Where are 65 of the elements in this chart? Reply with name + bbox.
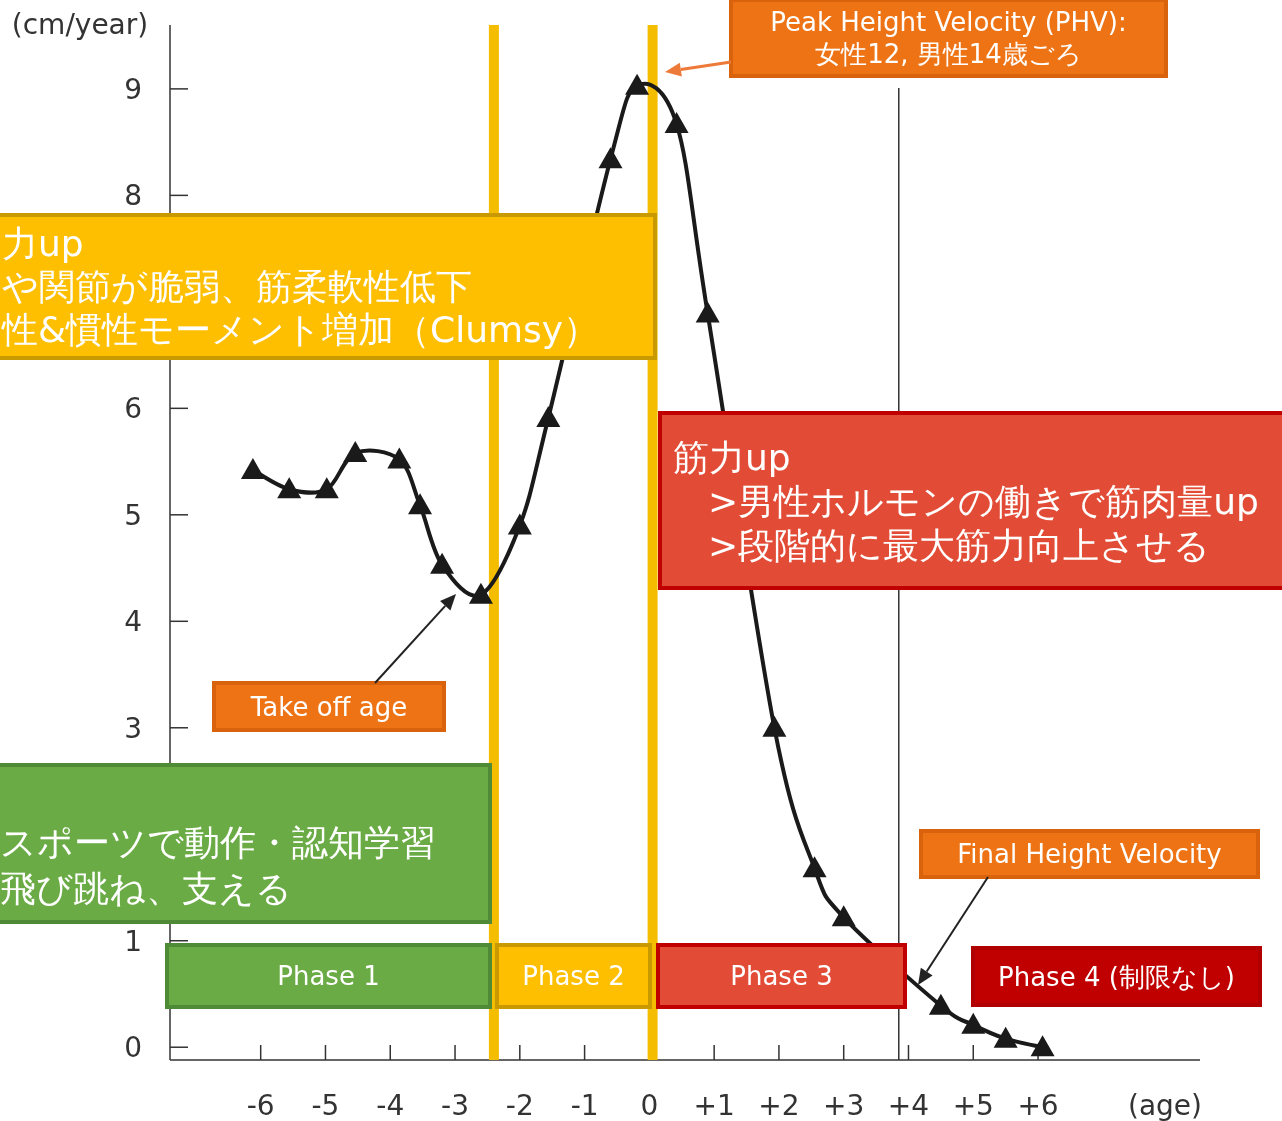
point bbox=[598, 147, 623, 169]
x-tick-label: 0 bbox=[640, 1089, 659, 1121]
x-tick-label: -2 bbox=[505, 1089, 534, 1121]
x-tick-label: +3 bbox=[823, 1089, 865, 1121]
point bbox=[387, 447, 412, 469]
y-tick-label: 0 bbox=[124, 1031, 142, 1065]
point bbox=[408, 493, 433, 515]
y-axis-title: (cm/year) bbox=[11, 8, 149, 41]
annotation: Phase 4 (制限なし) bbox=[971, 946, 1262, 1007]
x-tick-label: +5 bbox=[952, 1089, 994, 1121]
point bbox=[343, 441, 368, 463]
annotation: Phase 2 bbox=[495, 943, 652, 1009]
point bbox=[928, 993, 953, 1015]
x-tick-label: -3 bbox=[441, 1089, 469, 1121]
annotation: >段階的に最大筋力向上させる bbox=[708, 525, 1211, 566]
x-tick-label: -5 bbox=[311, 1089, 340, 1121]
x-tick-label: +4 bbox=[887, 1089, 930, 1121]
point bbox=[961, 1012, 986, 1034]
y-tick-label: 9 bbox=[124, 72, 142, 106]
annotation: Peak Height Velocity (PHV): 女性12, 男性14歳ごろ bbox=[770, 7, 1127, 70]
point bbox=[277, 477, 302, 499]
point bbox=[695, 301, 720, 323]
annotation: Phase 2 bbox=[522, 961, 625, 992]
annotation: >男性ホルモンの働きで筋肉量up bbox=[708, 481, 1259, 522]
annotation: Take off age bbox=[249, 691, 408, 722]
annotation: Phase 1 bbox=[277, 961, 380, 992]
annotation: Final Height Velocity bbox=[919, 829, 1260, 879]
annotation: Peak Height Velocity (PHV): 女性12, 男性14歳ごろ bbox=[729, 0, 1168, 78]
point bbox=[831, 905, 856, 927]
annotation: 飛び跳ね、支える bbox=[0, 868, 292, 909]
point bbox=[762, 715, 787, 737]
point bbox=[430, 552, 455, 574]
y-tick-label: 3 bbox=[124, 711, 142, 745]
point bbox=[314, 477, 339, 499]
point bbox=[625, 73, 650, 95]
y-tick-label: 8 bbox=[124, 179, 142, 213]
point bbox=[664, 112, 689, 134]
point bbox=[993, 1026, 1018, 1048]
point bbox=[802, 856, 827, 878]
annotation: 筋力up bbox=[673, 437, 791, 478]
annotation: や関節が脆弱、筋柔軟性低下 bbox=[2, 266, 472, 307]
point bbox=[507, 513, 532, 535]
x-tick-label: +2 bbox=[758, 1089, 800, 1121]
x-tick-label: -1 bbox=[570, 1089, 599, 1121]
x-tick-label: -6 bbox=[246, 1089, 275, 1121]
annotation: Phase 4 (制限なし) bbox=[998, 961, 1235, 992]
x-tick-label: +6 bbox=[1017, 1089, 1059, 1121]
annotation: Phase 3 bbox=[656, 943, 907, 1009]
y-tick-label: 1 bbox=[124, 924, 142, 958]
annotation: Take off age bbox=[212, 681, 446, 732]
annotation: 性&慣性モーメント増加（Clumsy） bbox=[2, 309, 600, 350]
annotation: Final Height Velocity bbox=[957, 839, 1222, 870]
point bbox=[468, 582, 493, 604]
annotation: Phase 3 bbox=[730, 961, 833, 992]
point bbox=[1030, 1035, 1055, 1057]
point bbox=[536, 405, 561, 427]
y-tick-label: 4 bbox=[124, 605, 142, 639]
x-tick-label: +1 bbox=[693, 1089, 735, 1121]
annotation: Phase 1 bbox=[165, 943, 492, 1009]
annotation: スポーツで動作・認知学習 bbox=[0, 822, 436, 863]
y-tick-label: 5 bbox=[124, 498, 142, 532]
y-tick-label: 6 bbox=[124, 392, 142, 426]
x-axis-title: (age) bbox=[1127, 1089, 1203, 1121]
x-tick-label: -4 bbox=[376, 1089, 405, 1121]
point bbox=[240, 458, 265, 480]
